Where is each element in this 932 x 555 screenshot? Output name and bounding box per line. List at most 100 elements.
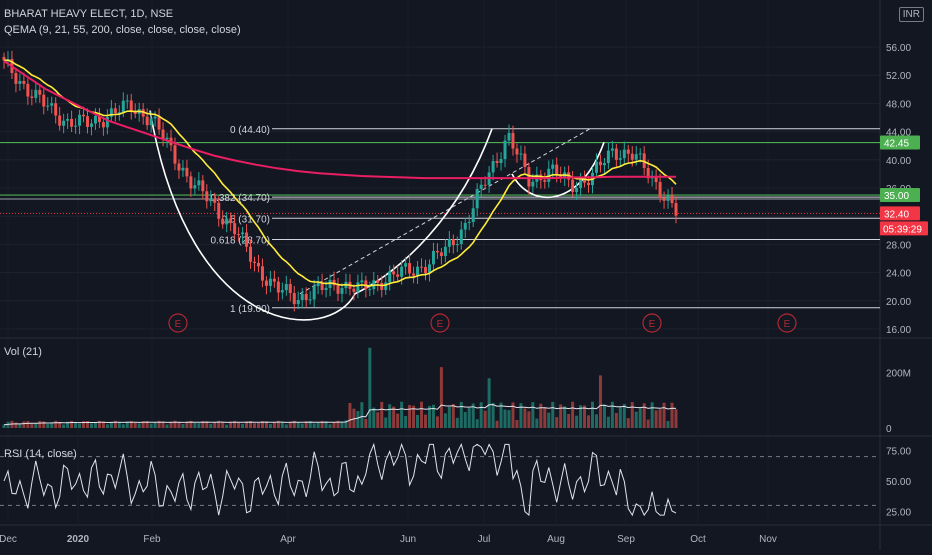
volume-bar xyxy=(431,404,435,428)
horizontal-levels xyxy=(0,141,880,214)
volume-bar xyxy=(563,406,567,428)
candle-body xyxy=(408,263,412,274)
price-tick-label: 24.00 xyxy=(886,269,911,280)
candle-body xyxy=(392,271,396,275)
volume-bar xyxy=(666,421,670,428)
ema-fast-line xyxy=(3,59,677,287)
candle-body xyxy=(229,218,233,224)
volume-bar xyxy=(388,404,392,428)
volume-bar xyxy=(594,414,598,428)
volume-bar xyxy=(483,410,487,428)
candle-body xyxy=(626,149,630,154)
volume-bar xyxy=(201,421,205,428)
volume-bar xyxy=(62,424,66,428)
volume-bar xyxy=(181,424,185,428)
volume-bar xyxy=(58,421,62,428)
indicator-legend[interactable]: QEMA (9, 21, 55, 200, close, close, clos… xyxy=(4,24,241,36)
volume-bar xyxy=(503,409,507,428)
volume-bar xyxy=(249,421,253,428)
candle-body xyxy=(233,223,237,235)
currency-badge[interactable]: INR xyxy=(898,7,924,22)
volume-bar xyxy=(575,415,579,428)
volume-bar xyxy=(547,412,551,428)
time-tick-label: Aug xyxy=(547,534,565,545)
volume-bar xyxy=(392,406,396,428)
candle-body xyxy=(312,286,316,300)
candle-body xyxy=(253,261,257,263)
price-tick-label: 44.00 xyxy=(886,128,911,139)
volume-bar xyxy=(113,420,117,428)
rsi-tick-label: 75.00 xyxy=(886,447,911,458)
volume-bar xyxy=(626,418,630,428)
candle-body xyxy=(288,284,292,294)
volume-bar xyxy=(606,416,610,428)
volume-bar xyxy=(610,401,614,428)
price-tag-label: 32.40 xyxy=(884,209,909,220)
rsi-line xyxy=(3,442,677,517)
price-tag xyxy=(880,188,920,203)
volume-bar xyxy=(475,419,479,428)
candle-body xyxy=(320,282,324,290)
volume-bar xyxy=(467,407,471,428)
volume-bar xyxy=(268,424,272,428)
candle-body xyxy=(332,279,336,286)
candle-body xyxy=(587,182,591,186)
price-tag xyxy=(880,206,920,221)
candle-body xyxy=(296,299,300,305)
candle-body xyxy=(610,148,614,151)
candle-body xyxy=(439,252,443,257)
candle-body xyxy=(479,184,483,190)
volume-bar xyxy=(129,420,133,428)
candle-body xyxy=(264,280,268,286)
rsi-pane-title[interactable]: RSI (14, close) xyxy=(4,448,77,460)
candle-body xyxy=(571,179,575,193)
candle-body xyxy=(165,137,169,140)
volume-bar xyxy=(614,412,618,428)
time-tick-label: Apr xyxy=(280,534,296,545)
candle-body xyxy=(658,182,662,198)
candle-body xyxy=(78,114,82,126)
time-tick-label: Oct xyxy=(690,534,706,545)
candle-body xyxy=(491,161,495,173)
symbol-title[interactable]: BHARAT HEAVY ELECT, 1D, NSE xyxy=(4,8,174,20)
time-tick-label: Feb xyxy=(143,534,161,545)
volume-bar xyxy=(499,402,503,428)
candle-body xyxy=(308,299,312,301)
rsi-line xyxy=(0,442,880,517)
candle-body xyxy=(145,116,149,126)
volume-bar xyxy=(74,422,78,428)
volume-bar xyxy=(161,421,165,428)
volume-bar xyxy=(404,416,408,428)
candle-body xyxy=(197,180,201,186)
candle-body xyxy=(268,278,272,286)
candle-body xyxy=(503,140,507,160)
volume-bar xyxy=(38,420,42,428)
volume-bar xyxy=(229,421,233,428)
candle-body xyxy=(316,282,320,287)
candle-body xyxy=(66,118,70,121)
earnings-marker xyxy=(777,313,797,333)
volume-bar xyxy=(233,420,237,428)
volume-bar xyxy=(312,423,316,428)
volume-bar xyxy=(630,402,634,428)
volume-bar xyxy=(384,417,388,428)
candle-body xyxy=(443,246,447,257)
volume-bar xyxy=(256,422,260,428)
candle-body xyxy=(93,116,97,124)
volume-bar xyxy=(157,420,161,428)
candle-body xyxy=(396,274,400,277)
volume-bar xyxy=(670,402,674,428)
candle-body xyxy=(18,80,22,84)
volume-bar xyxy=(423,414,427,428)
volume-pane-title[interactable]: Vol (21) xyxy=(4,346,42,358)
volume-bar xyxy=(153,422,157,428)
candle-body xyxy=(129,100,133,112)
candle-body xyxy=(614,148,618,160)
volume-bar xyxy=(368,347,372,428)
volume-bar xyxy=(344,420,348,428)
candle-body xyxy=(74,125,78,127)
earnings-marker-label: E xyxy=(175,319,182,330)
volume-bar xyxy=(296,422,300,428)
